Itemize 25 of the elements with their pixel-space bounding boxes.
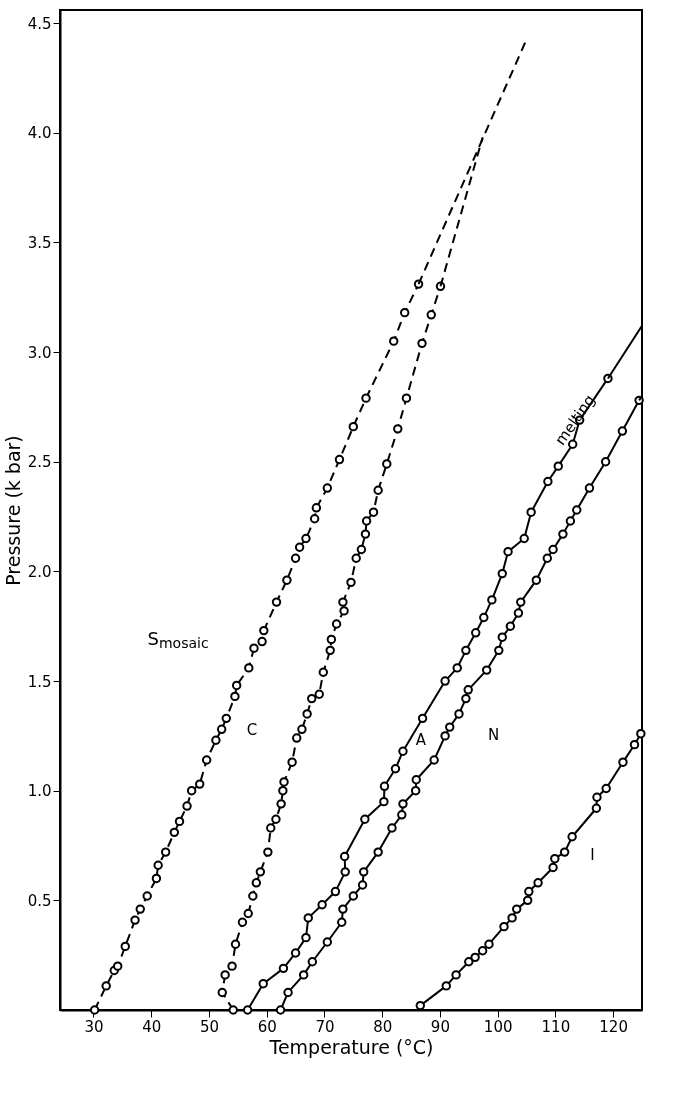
- y-tick-label: 2.0: [27, 562, 52, 581]
- y-tick-label: 0.5: [27, 891, 52, 910]
- annotation: A: [415, 731, 427, 749]
- y-tick-label: 2.5: [27, 453, 52, 472]
- y-tick-label: 4.5: [27, 14, 52, 33]
- y-axis-title: Pressure (k bar): [1, 435, 24, 586]
- x-tick-label: 120: [599, 1017, 628, 1036]
- annotation: C: [246, 721, 258, 739]
- y-tick-label: 1.0: [27, 782, 52, 801]
- x-tick-label: 50: [199, 1017, 220, 1036]
- x-axis-title: Temperature (°C): [268, 1035, 434, 1058]
- x-tick-label: 40: [142, 1017, 162, 1036]
- x-tick-label: 110: [541, 1017, 571, 1036]
- x-tick-label: 80: [373, 1017, 393, 1036]
- y-tick-label: 3.5: [27, 233, 52, 252]
- x-tick-label: 30: [84, 1017, 104, 1036]
- annotation: N: [487, 726, 500, 744]
- y-tick-label: 4.0: [27, 124, 52, 143]
- x-tick-label: 100: [483, 1017, 513, 1036]
- x-tick-label: 70: [315, 1017, 335, 1036]
- y-tick-label: 3.0: [27, 343, 52, 362]
- x-tick-label: 60: [257, 1017, 277, 1036]
- y-tick-label: 1.5: [27, 672, 52, 691]
- x-tick-label: 90: [430, 1017, 450, 1036]
- annotation: I: [590, 846, 595, 864]
